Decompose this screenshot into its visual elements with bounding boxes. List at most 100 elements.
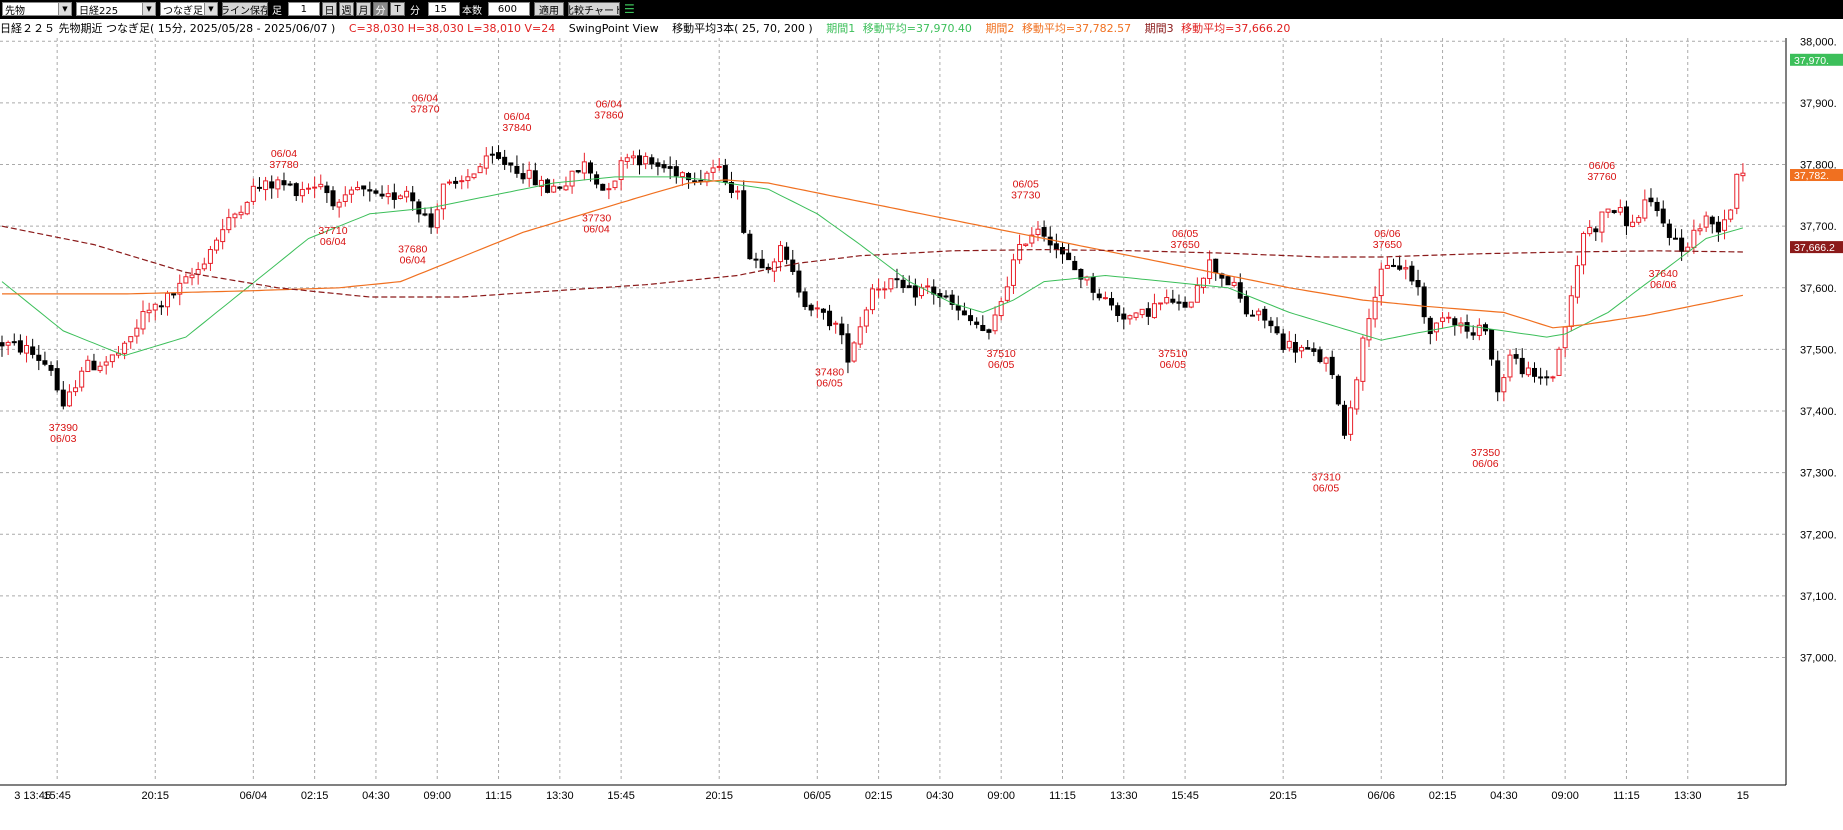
candle-body: [1654, 201, 1660, 212]
candle-body: [1581, 232, 1587, 266]
candle-body: [183, 276, 189, 284]
x-tick-label: 11:15: [485, 790, 512, 802]
candle-body: [48, 364, 54, 371]
candle-body: [1286, 340, 1292, 349]
market-select[interactable]: 先物 ▼: [2, 2, 72, 16]
symbol-select[interactable]: 日経225 ▼: [76, 2, 156, 16]
x-tick-label: 13:30: [1110, 790, 1138, 802]
candle-body: [968, 315, 974, 322]
compare-chart-button[interactable]: 比較チャート: [568, 2, 620, 16]
ma-line-3: [1, 225, 1743, 298]
candle-body: [465, 176, 471, 182]
candle-body: [827, 310, 833, 327]
candle-body: [569, 170, 575, 187]
candle-body: [1722, 219, 1728, 231]
candle-body: [1599, 211, 1605, 233]
swing-date-label: 06/05: [1313, 482, 1339, 494]
candle-body: [649, 157, 655, 165]
swing-date-label: 06/04: [596, 99, 622, 111]
candle-body: [134, 327, 140, 337]
swing-price-label: 37310: [1311, 471, 1340, 483]
candle-body: [1299, 346, 1305, 352]
period-tick-button[interactable]: T: [390, 2, 405, 16]
candle-body: [1495, 360, 1501, 393]
period-week-button[interactable]: 週: [339, 2, 354, 16]
candle-body: [1666, 223, 1672, 238]
candle-body: [545, 179, 551, 193]
x-tick-label: 06/04: [240, 790, 268, 802]
ashi-input[interactable]: 1: [288, 2, 320, 16]
candle-body: [1041, 227, 1047, 237]
candle-body: [808, 304, 814, 311]
swing-price-label: 37760: [1587, 171, 1616, 183]
x-tick-label: 02:15: [865, 790, 893, 802]
x-tick-label: 20:15: [705, 790, 733, 802]
candle-body: [1182, 301, 1188, 308]
chevron-down-icon: ▼: [204, 3, 217, 15]
contract-select-value: つなぎ足: [163, 5, 203, 16]
contract-select[interactable]: つなぎ足 ▼: [160, 2, 218, 16]
x-tick-label: 04:30: [362, 790, 390, 802]
candle-body: [355, 186, 361, 191]
period-minute-button[interactable]: 分: [373, 2, 388, 16]
candle-body: [606, 188, 612, 191]
candle-body: [961, 310, 967, 316]
candle-body: [97, 365, 103, 372]
candle-body: [1489, 329, 1495, 360]
candle-body: [1709, 216, 1715, 225]
candle-body: [1231, 281, 1237, 286]
candle-body: [1047, 236, 1053, 246]
count-input[interactable]: 600: [488, 2, 530, 16]
candle-body: [1102, 297, 1108, 300]
ma-line-1: [1, 176, 1744, 357]
candle-body: [73, 387, 79, 393]
candle-body: [1323, 357, 1329, 364]
x-tick-label: 06/05: [804, 790, 832, 802]
candle-body: [1158, 302, 1164, 305]
candle-body: [784, 246, 790, 260]
candle-body: [1391, 264, 1397, 267]
y-tick-label: 37,000.: [1800, 653, 1837, 665]
candle-body: [1317, 349, 1323, 363]
candle-body: [753, 258, 759, 261]
swing-date-label: 06/04: [400, 254, 426, 266]
candle-body: [66, 391, 72, 407]
swing-price-label: 37640: [1649, 268, 1678, 280]
candle-body: [220, 229, 226, 243]
candle-body: [1525, 367, 1531, 376]
candle-body: [330, 190, 336, 207]
candle-body: [391, 192, 397, 200]
candle-body: [404, 190, 410, 198]
candle-body: [256, 186, 262, 189]
count-label: 本数: [462, 5, 482, 17]
swing-date-label: 06/04: [583, 224, 609, 236]
x-tick-label: 09:00: [987, 790, 1015, 802]
candle-body: [581, 161, 587, 174]
candle-body: [833, 322, 839, 325]
period-month-button[interactable]: 月: [356, 2, 371, 16]
x-tick-label: 15: [1737, 790, 1749, 802]
candle-body: [238, 211, 244, 216]
candle-body: [1734, 173, 1740, 209]
candle-body: [741, 190, 747, 233]
menu-lines-icon[interactable]: ☰: [624, 2, 635, 16]
swing-date-label: 06/04: [271, 148, 297, 160]
candle-body: [471, 173, 477, 179]
swing-date-label: 06/03: [50, 433, 76, 445]
candle-body: [1017, 243, 1023, 261]
apply-button[interactable]: 適用: [534, 2, 564, 16]
swing-price-label: 37650: [1170, 239, 1199, 251]
candle-body: [955, 305, 961, 311]
minute-input[interactable]: 15: [428, 2, 460, 16]
candle-body: [839, 323, 845, 336]
candle-body: [802, 291, 808, 308]
candle-body: [385, 193, 391, 198]
period-day-button[interactable]: 日: [322, 2, 337, 16]
candle-body: [379, 193, 385, 197]
candle-body: [299, 188, 305, 197]
candle-body: [716, 165, 722, 168]
candle-body: [912, 285, 918, 298]
x-tick-label: 02:15: [301, 790, 329, 802]
line-save-button[interactable]: ライン保存: [222, 2, 268, 16]
